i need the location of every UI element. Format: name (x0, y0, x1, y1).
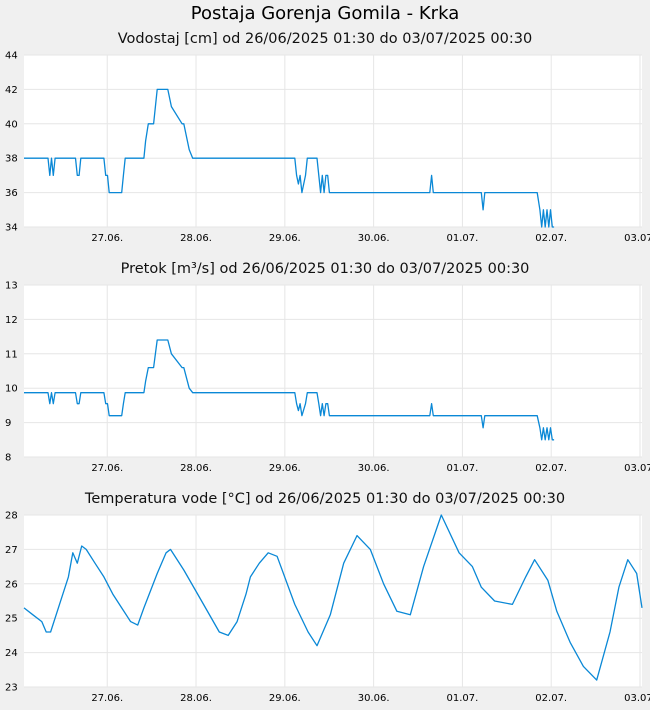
x-tick-label: 03.07. (624, 693, 650, 704)
plot-area (24, 285, 642, 457)
series-line (23, 514, 643, 681)
y-tick-label: 10 (5, 384, 18, 395)
water-level-title: Vodostaj [cm] od 26/06/2025 01:30 do 03/… (117, 31, 533, 47)
y-tick-label: 9 (5, 418, 11, 429)
x-tick-label: 02.07. (535, 693, 567, 704)
y-tick-label: 27 (5, 545, 18, 556)
series-line (24, 339, 555, 441)
y-tick-label: 11 (5, 349, 18, 360)
x-tick-label: 27.06. (91, 463, 123, 474)
x-tick-label: 02.07. (535, 463, 567, 474)
y-tick-label: 12 (5, 315, 18, 326)
x-tick-label: 01.07. (447, 233, 479, 244)
flow-plot: 8 9 10 11 12 13 27.06. 28.06. 29.06. 30.06. 01.07.… (5, 281, 650, 475)
y-tick-label: 24 (5, 648, 18, 659)
x-tick-label: 29.06. (269, 693, 301, 704)
x-tick-label: 03.07. (624, 233, 650, 244)
flow-title: Pretok [m³/s] od 26/06/2025 01:30 do 03/… (120, 261, 530, 277)
x-tick-label: 30.06. (358, 463, 390, 474)
x-tick-label: 30.06. (358, 693, 390, 704)
x-tick-label: 02.07. (535, 233, 567, 244)
y-tick-label: 25 (5, 614, 18, 625)
y-tick-label: 40 (5, 119, 18, 130)
x-tick-label: 28.06. (180, 693, 212, 704)
plot-area (24, 55, 642, 227)
y-tick-label: 23 (5, 683, 18, 694)
y-tick-label: 8 (5, 453, 11, 464)
x-tick-label: 28.06. (180, 463, 212, 474)
page-title: Postaja Gorenja Gomila - Krka (190, 3, 460, 24)
x-tick-label: 01.07. (447, 463, 479, 474)
y-tick-label: 44 (5, 51, 18, 62)
x-tick-label: 01.07. (447, 693, 479, 704)
x-tick-label: 28.06. (180, 233, 212, 244)
y-tick-label: 26 (5, 579, 18, 590)
x-tick-label: 27.06. (91, 233, 123, 244)
series-line (24, 88, 555, 228)
plot-area (24, 515, 642, 687)
y-tick-label: 34 (5, 223, 18, 234)
x-tick-label: 29.06. (269, 233, 301, 244)
temperature-title: Temperatura vode [°C] od 26/06/2025 01:3… (84, 491, 566, 507)
y-tick-label: 42 (5, 85, 18, 96)
y-tick-label: 13 (5, 281, 18, 292)
water-level-plot: 34 36 38 40 42 44 27.06. 28.06. 29.06. 30.06. 01.0… (5, 51, 650, 245)
temperature-plot: 23 24 25 26 27 28 27.06. 28.06. 29.06. 30.06. 01.0… (5, 511, 650, 705)
x-tick-label: 29.06. (269, 463, 301, 474)
y-tick-label: 28 (5, 511, 18, 522)
x-tick-label: 03.07. (624, 463, 650, 474)
y-tick-label: 36 (5, 188, 18, 199)
y-tick-label: 38 (5, 154, 18, 165)
x-tick-label: 27.06. (91, 693, 123, 704)
x-tick-label: 30.06. (358, 233, 390, 244)
